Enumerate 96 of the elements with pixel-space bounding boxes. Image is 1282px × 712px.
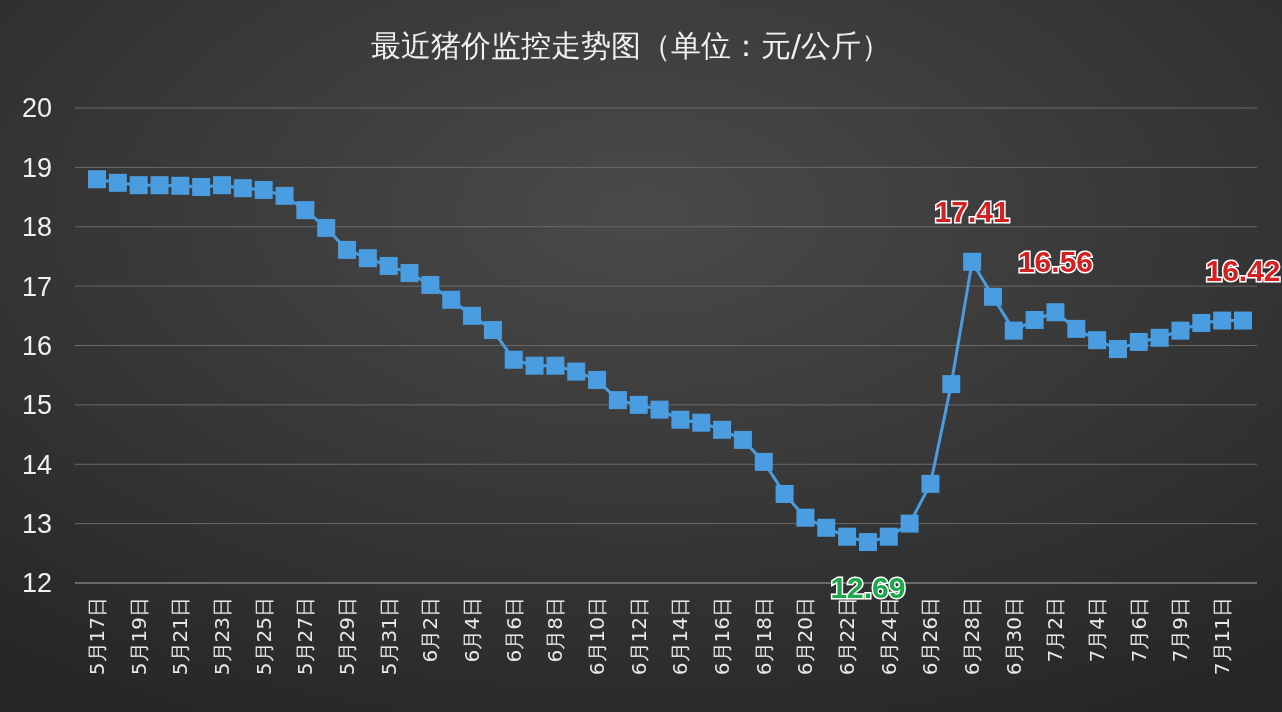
point <box>858 533 877 552</box>
x-tick-label: 5月29日 <box>335 597 360 676</box>
x-tick-label: 6月26日 <box>918 597 943 676</box>
x-tick-label: 6月16日 <box>710 597 735 676</box>
x-tick-label: 6月28日 <box>960 597 985 676</box>
point <box>1234 311 1252 330</box>
point <box>129 176 148 195</box>
point <box>338 240 357 259</box>
point <box>463 306 482 325</box>
y-tick-label: 17 <box>21 271 52 302</box>
y-tick-label: 16 <box>21 330 52 361</box>
point <box>900 514 919 533</box>
point <box>671 410 690 429</box>
point <box>567 362 586 381</box>
x-tick-label: 6月30日 <box>1001 597 1026 676</box>
x-tick-label: 7月6日 <box>1126 597 1151 663</box>
point <box>421 275 440 294</box>
point <box>254 180 273 199</box>
data-label: 16.42 <box>1205 253 1281 287</box>
x-tick-label: 6月18日 <box>751 597 776 676</box>
x-tick-label: 6月20日 <box>793 597 818 676</box>
data-label: 16.56 <box>1017 245 1094 279</box>
x-tick-label: 6月14日 <box>668 597 693 676</box>
point <box>942 375 961 394</box>
point <box>1192 313 1211 332</box>
x-tick-label: 6月8日 <box>543 597 568 663</box>
point <box>796 508 815 527</box>
point <box>1213 311 1232 330</box>
point <box>296 201 315 220</box>
point <box>88 170 106 189</box>
data-label: 17.41 <box>934 194 1010 228</box>
x-tick-label: 5月23日 <box>210 597 235 676</box>
x-tick-label: 6月2日 <box>418 597 443 663</box>
point <box>879 527 898 546</box>
x-tick-label: 6月10日 <box>585 597 610 676</box>
point <box>1046 303 1065 322</box>
point <box>317 218 336 237</box>
x-tick-label: 7月11日 <box>1210 597 1235 676</box>
x-tick-label: 7月2日 <box>1043 597 1068 663</box>
point <box>817 518 836 537</box>
point <box>921 474 940 493</box>
y-tick-label: 15 <box>21 390 52 421</box>
point <box>171 176 190 195</box>
point <box>400 264 419 283</box>
point <box>754 452 773 471</box>
x-tick-label: 7月4日 <box>1085 597 1110 663</box>
point <box>483 321 502 340</box>
point <box>1129 332 1148 351</box>
point <box>775 484 794 503</box>
x-tick-label: 7月9日 <box>1168 597 1193 663</box>
point <box>1108 340 1127 359</box>
point <box>608 391 627 410</box>
point <box>233 179 252 198</box>
x-tick-label: 5月21日 <box>168 597 193 676</box>
x-tick-label: 5月27日 <box>293 597 318 676</box>
y-tick-label: 19 <box>21 152 52 183</box>
point <box>192 177 211 196</box>
point <box>546 356 565 375</box>
x-tick-label: 5月19日 <box>126 597 151 676</box>
y-tick-label: 18 <box>21 212 52 243</box>
point <box>1004 321 1023 340</box>
x-tick-label: 5月31日 <box>376 597 401 676</box>
point <box>504 350 523 369</box>
x-tick-label: 6月6日 <box>501 597 526 663</box>
point <box>1150 328 1169 347</box>
point <box>442 290 461 309</box>
point <box>963 252 982 271</box>
point <box>150 176 169 195</box>
point <box>629 395 648 414</box>
x-tick-label: 6月4日 <box>460 597 485 663</box>
point <box>1088 331 1107 350</box>
point <box>1171 321 1190 340</box>
y-tick-label: 14 <box>21 449 52 480</box>
x-tick-label: 5月25日 <box>251 597 276 676</box>
point <box>838 527 857 546</box>
point <box>275 186 294 205</box>
point <box>525 356 544 375</box>
y-tick-label: 20 <box>21 93 52 124</box>
y-tick-label: 12 <box>21 568 52 599</box>
point <box>588 370 607 389</box>
y-tick-label: 13 <box>21 509 52 540</box>
point <box>108 173 127 192</box>
x-tick-label: 6月12日 <box>626 597 651 676</box>
point <box>650 400 669 419</box>
point <box>713 420 732 439</box>
x-tick-label: 6月24日 <box>876 597 901 676</box>
point <box>692 413 711 432</box>
point <box>983 287 1002 306</box>
chart-title: 最近猪价监控走势图（单位：元/公斤） <box>370 28 892 63</box>
point <box>1067 319 1086 338</box>
point <box>358 249 377 268</box>
point <box>379 256 398 275</box>
x-tick-label: 5月17日 <box>85 597 109 676</box>
point <box>1025 310 1044 329</box>
point <box>733 430 752 449</box>
point <box>213 176 232 195</box>
